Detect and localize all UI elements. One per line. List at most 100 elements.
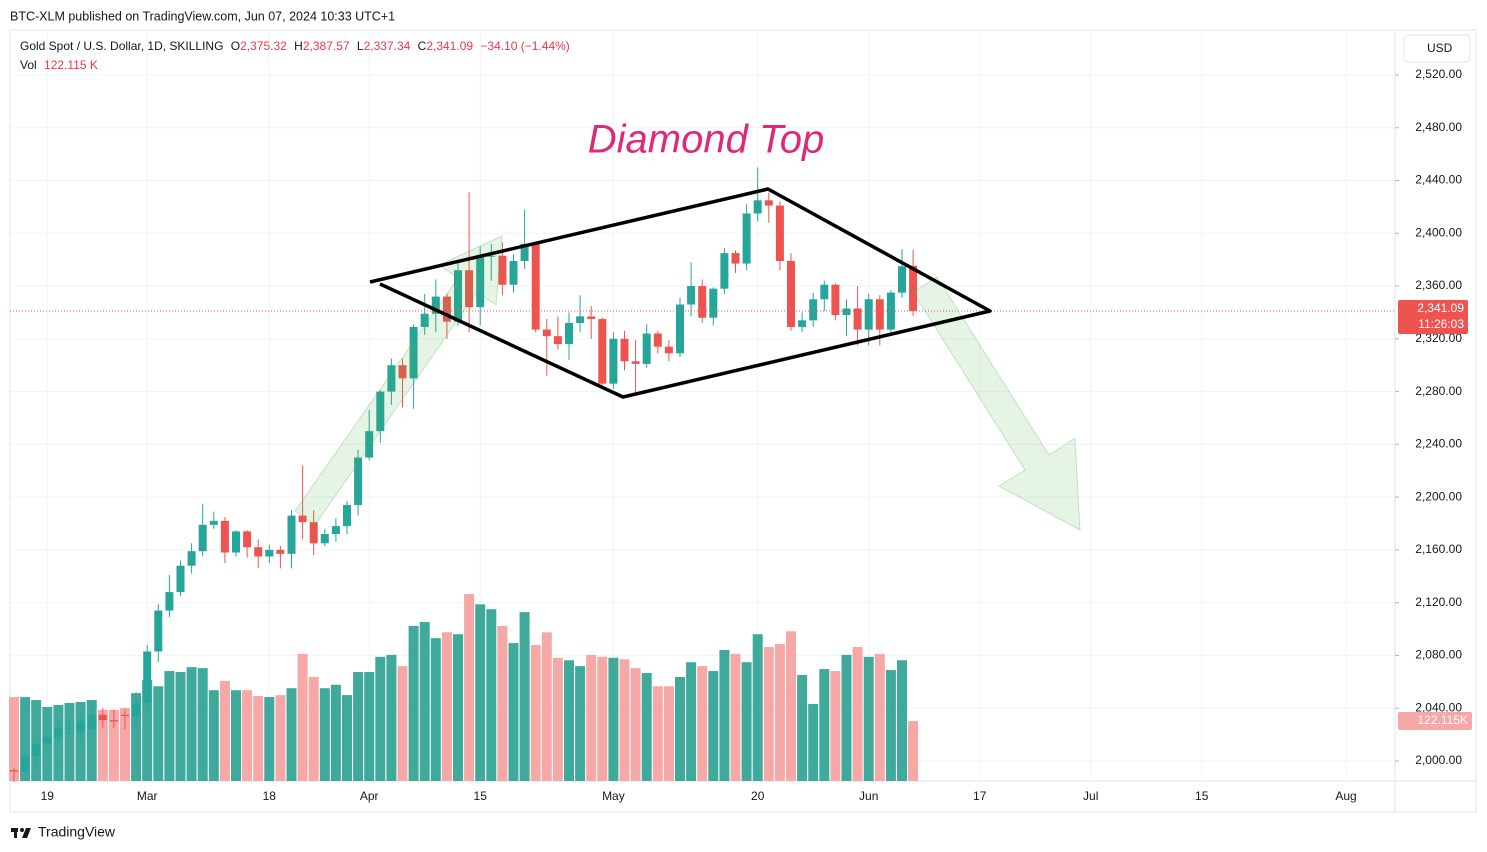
publisher: BTC-XLM published on TradingView.com, Ju…	[10, 9, 395, 23]
candle-body	[132, 702, 141, 717]
volume-bar	[275, 695, 286, 781]
frame	[9, 29, 1477, 813]
volume-bar	[885, 670, 896, 781]
candle-body	[109, 720, 118, 722]
candle-body	[498, 255, 507, 285]
volume-bar	[197, 668, 208, 781]
y-tick-label: 2,480.00	[1415, 120, 1462, 134]
candle-body	[720, 253, 729, 289]
volume-bar	[264, 697, 275, 781]
candle-body	[165, 592, 174, 611]
volume-legend: Vol 122.115 K	[20, 58, 98, 72]
marks	[9, 167, 1395, 783]
diamond-pattern	[369, 187, 992, 399]
volume-bar	[808, 703, 819, 781]
volume-bar	[464, 593, 475, 781]
candle-body	[487, 255, 496, 257]
candle-body	[709, 288, 718, 318]
volume-bar	[453, 634, 463, 781]
candle-body	[21, 755, 30, 772]
candle-body	[687, 286, 696, 305]
y-tick-label: 2,120.00	[1415, 595, 1462, 609]
legend-symbol: Gold Spot / U.S. Dollar, 1D, SKILLING	[20, 39, 223, 53]
candle-body	[243, 531, 252, 548]
x-tick-label: 20	[751, 789, 765, 803]
up-arrow	[294, 235, 503, 526]
volume-bar	[619, 659, 630, 781]
candle-body	[154, 610, 163, 652]
candle-body	[87, 714, 96, 730]
y-tick-label: 2,000.00	[1415, 753, 1462, 767]
x-tick-label: Mar	[137, 789, 158, 803]
volume-bar	[830, 671, 841, 781]
volume-bar	[697, 666, 708, 781]
candle-body	[187, 551, 196, 566]
volume-bar	[208, 690, 219, 781]
candle-body	[542, 329, 551, 337]
x-tick-label: Apr	[360, 789, 379, 803]
candle-body	[65, 727, 74, 729]
candle-body	[10, 770, 18, 772]
volume-bar	[741, 662, 752, 781]
candle-body	[664, 346, 673, 354]
legend-key: C	[418, 39, 427, 53]
candle-body	[842, 308, 851, 316]
volume-bar	[64, 702, 75, 781]
volume-bar	[186, 667, 197, 781]
volume-bar	[386, 654, 397, 781]
volume-bar	[330, 684, 341, 781]
brand: TradingView	[11, 824, 116, 840]
volume-bar	[153, 686, 164, 781]
volume-bar	[297, 653, 308, 781]
x-tick-label: 15	[1195, 789, 1209, 803]
candle-body	[476, 255, 485, 308]
y-tick-label: 2,240.00	[1415, 437, 1462, 451]
candle-body	[309, 522, 318, 544]
candle-body	[232, 531, 240, 553]
candle-body	[576, 316, 585, 323]
volume-bar	[242, 690, 253, 781]
volume-bar	[786, 631, 796, 781]
y-tick-label: 2,320.00	[1415, 331, 1462, 345]
logo-part	[20, 828, 24, 832]
candle-body	[809, 299, 818, 321]
volume-bar	[397, 666, 408, 781]
volume-bar	[897, 660, 907, 781]
volume-bar	[31, 700, 42, 781]
candle-body	[98, 714, 107, 721]
x-tick-label: Jul	[1083, 789, 1098, 803]
volume-bar	[730, 653, 741, 781]
legend-key: H	[294, 39, 303, 53]
volume-bar	[353, 672, 364, 781]
candle-body	[431, 296, 440, 314]
volume-bar	[75, 701, 86, 781]
candle-body	[787, 260, 795, 327]
candle-body	[121, 714, 129, 717]
candle-body	[43, 737, 52, 744]
currency-label[interactable]: USD	[1427, 41, 1453, 55]
y-tick-label: 2,440.00	[1415, 173, 1462, 187]
candle-body	[365, 431, 374, 458]
volume-bar	[608, 657, 619, 781]
candle-body	[753, 200, 762, 214]
volume-bar	[486, 609, 497, 781]
candle-body	[220, 520, 229, 553]
volume-bar	[763, 646, 774, 781]
brand-name: TradingView	[38, 824, 116, 840]
volume-bar	[164, 671, 175, 781]
currency-button[interactable]	[1403, 34, 1471, 63]
volume-bar	[419, 621, 430, 781]
volume-bar	[575, 666, 586, 781]
candle-body	[831, 284, 840, 316]
volume-bar	[564, 660, 574, 781]
candle-body	[76, 721, 85, 732]
candle-body	[642, 333, 651, 364]
candle-body	[54, 727, 63, 738]
x-tick-label: 18	[263, 789, 277, 803]
legend-key: L	[357, 39, 364, 53]
candle-body	[609, 338, 618, 384]
legend-key: O	[231, 39, 240, 53]
volume-bar	[663, 686, 674, 781]
volume-bar	[364, 672, 375, 781]
volume-bar	[597, 656, 608, 781]
